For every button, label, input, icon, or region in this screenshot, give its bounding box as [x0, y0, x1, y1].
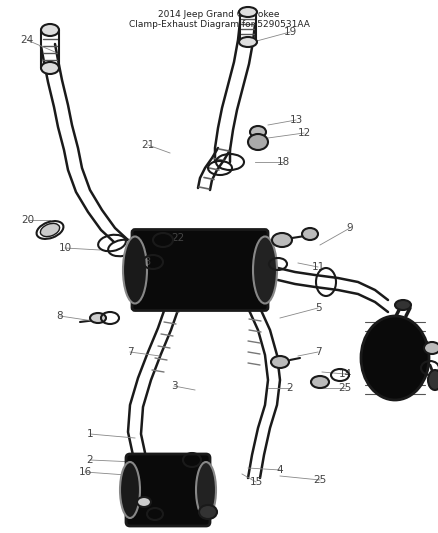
Ellipse shape — [41, 62, 59, 74]
Text: 15: 15 — [249, 477, 263, 487]
Text: 21: 21 — [141, 140, 155, 150]
Text: 2: 2 — [287, 383, 293, 393]
Ellipse shape — [428, 370, 438, 390]
Ellipse shape — [120, 462, 140, 518]
Ellipse shape — [199, 505, 217, 519]
Ellipse shape — [137, 497, 151, 507]
Ellipse shape — [41, 24, 59, 36]
Ellipse shape — [361, 316, 429, 400]
Text: 13: 13 — [290, 115, 303, 125]
Ellipse shape — [239, 7, 257, 17]
Ellipse shape — [90, 313, 106, 323]
Text: 5: 5 — [314, 303, 321, 313]
Text: 16: 16 — [78, 467, 92, 477]
Text: 6: 6 — [415, 347, 421, 357]
Text: 20: 20 — [21, 215, 35, 225]
Text: 3: 3 — [171, 381, 177, 391]
Ellipse shape — [272, 233, 292, 247]
Ellipse shape — [248, 134, 268, 150]
Text: 25: 25 — [339, 383, 352, 393]
Ellipse shape — [239, 37, 257, 47]
Text: 4: 4 — [277, 465, 283, 475]
Text: 10: 10 — [58, 243, 71, 253]
Ellipse shape — [311, 376, 329, 388]
Text: 7: 7 — [127, 347, 133, 357]
Text: 2014 Jeep Grand Cherokee
Clamp-Exhaust Diagram for 5290531AA: 2014 Jeep Grand Cherokee Clamp-Exhaust D… — [129, 10, 309, 29]
Ellipse shape — [196, 462, 216, 518]
Text: 14: 14 — [339, 369, 352, 379]
Text: 8: 8 — [57, 311, 64, 321]
Text: 12: 12 — [297, 128, 311, 138]
Ellipse shape — [40, 223, 60, 237]
Text: 23: 23 — [138, 257, 152, 267]
Ellipse shape — [123, 237, 147, 303]
Ellipse shape — [271, 356, 289, 368]
Text: 24: 24 — [21, 35, 34, 45]
Ellipse shape — [302, 228, 318, 240]
Text: 25: 25 — [313, 475, 327, 485]
FancyBboxPatch shape — [126, 454, 210, 526]
FancyBboxPatch shape — [132, 230, 268, 311]
Text: 1: 1 — [87, 429, 93, 439]
Text: 9: 9 — [347, 223, 353, 233]
Text: 11: 11 — [311, 262, 325, 272]
Ellipse shape — [250, 126, 266, 138]
Text: 18: 18 — [276, 157, 290, 167]
Ellipse shape — [395, 300, 411, 310]
Text: 17: 17 — [392, 363, 405, 373]
Ellipse shape — [253, 237, 277, 303]
Text: 19: 19 — [283, 27, 297, 37]
Ellipse shape — [424, 342, 438, 354]
Text: 7: 7 — [314, 347, 321, 357]
Text: 22: 22 — [171, 233, 185, 243]
Text: 15: 15 — [389, 377, 402, 387]
Text: 2: 2 — [87, 455, 93, 465]
